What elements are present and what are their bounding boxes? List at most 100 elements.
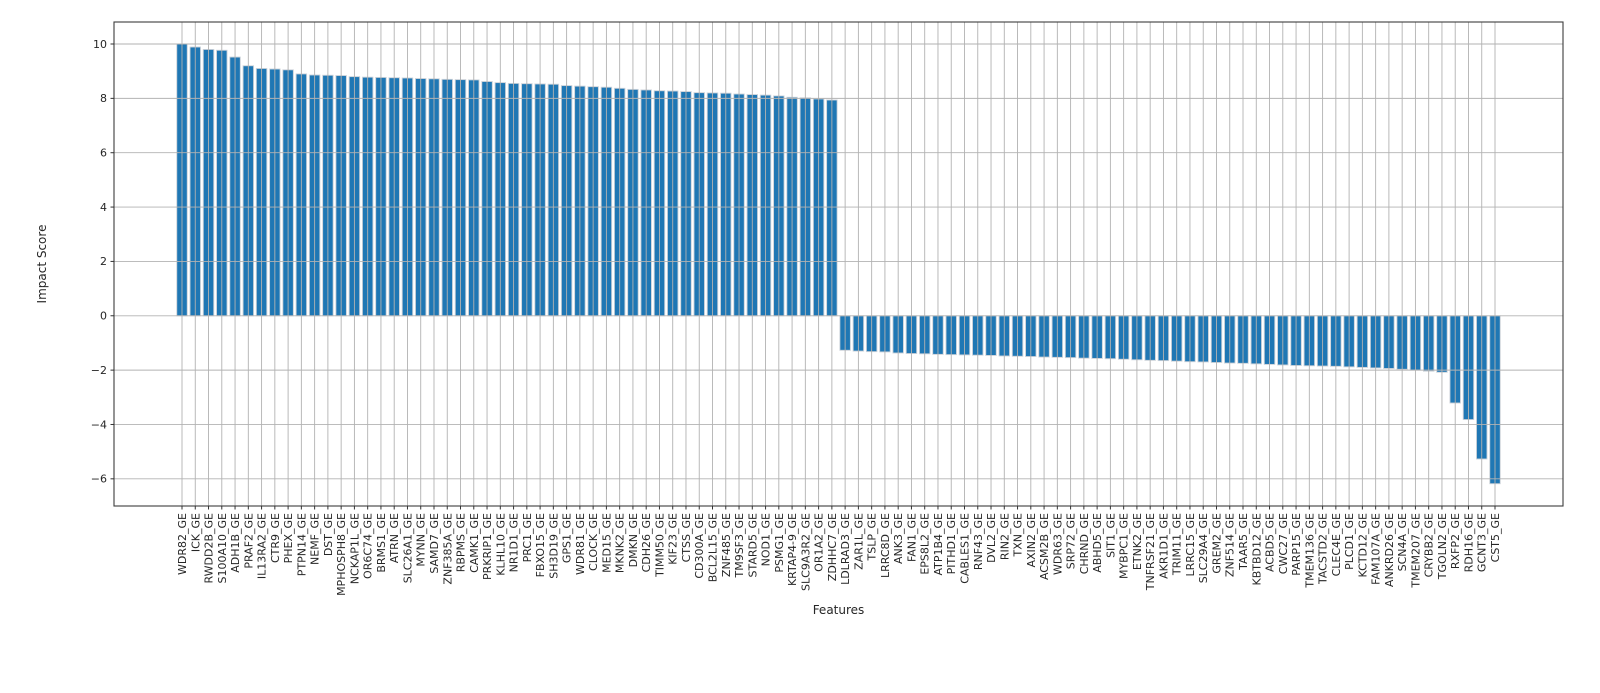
x-tick-label: MED15_GE	[600, 513, 613, 573]
x-tick-label: PRKRIP1_GE	[481, 513, 494, 580]
axes-spines	[113, 21, 1564, 507]
y-tick-label: 6	[100, 147, 107, 160]
x-tick-label: PRC1_GE	[521, 513, 534, 562]
y-tick-label: 0	[100, 310, 107, 323]
x-tick-label: FAM107A_GE	[1370, 513, 1383, 585]
x-tick-label: CTR9_GE	[269, 513, 282, 563]
x-tick-label: ANKRD26_GE	[1383, 513, 1396, 587]
x-tick-label: ZNF485_GE	[720, 513, 733, 577]
x-tick-label: PSMG1_GE	[773, 513, 786, 573]
y-tick-label: 4	[100, 201, 107, 214]
x-tick-label: SAMD7_GE	[428, 513, 441, 574]
x-tick-label: SLC9A3R2_GE	[799, 513, 812, 591]
x-tick-label: SIT1_GE	[1104, 513, 1117, 558]
y-tick-label: −4	[91, 418, 107, 431]
x-tick-label: SRP72_GE	[1065, 513, 1078, 569]
x-tick-label: PITHD1_GE	[945, 513, 958, 574]
x-tick-label: PHEX_GE	[282, 513, 295, 563]
x-tick-label: KIF23_GE	[667, 513, 680, 565]
x-tick-label: LRRC8D_GE	[879, 513, 892, 578]
x-tick-label: PLCD1_GE	[1343, 513, 1356, 570]
x-tick-label: CHRND_GE	[1078, 513, 1091, 574]
x-tick-label: ATRN_GE	[388, 513, 401, 563]
y-tick-label: −6	[91, 473, 107, 486]
x-tick-label: MYNN_GE	[415, 513, 428, 567]
x-tick-label: TIMM50_GE	[653, 513, 666, 578]
x-tick-label: ZDHHC7_GE	[826, 513, 839, 581]
x-tick-label: PRAF2_GE	[242, 513, 255, 569]
x-tick-label: PARP15_GE	[1290, 513, 1303, 576]
x-tick-label: CTSS_GE	[680, 513, 693, 562]
x-tick-label: ETNK2_GE	[1131, 513, 1144, 570]
x-tick-label: TMEM136_GE	[1303, 513, 1316, 589]
x-tick-label: BCL2L15_GE	[707, 513, 720, 582]
x-tick-label: IL13RA2_GE	[256, 513, 269, 579]
x-tick-label: OR1A2_GE	[813, 513, 826, 572]
x-tick-label: TAAR5_GE	[1237, 513, 1250, 571]
x-tick-label: STARD5_GE	[746, 513, 759, 578]
x-tick-label: RNF43_GE	[972, 513, 985, 570]
x-tick-label: NCKAP1L_GE	[348, 513, 361, 584]
x-tick-label: RXFP2_GE	[1449, 513, 1462, 569]
x-tick-label: ATP1B4_GE	[932, 513, 945, 576]
x-tick-label: NEMF_GE	[309, 513, 322, 565]
x-tick-label: CLEC4E_GE	[1330, 513, 1343, 576]
x-tick-label: KLHL10_GE	[494, 513, 507, 576]
x-tick-label: TM9SF3_GE	[733, 513, 746, 579]
x-tick-label: MKNK2_GE	[614, 513, 627, 573]
x-tick-label: GCNT3_GE	[1476, 513, 1489, 572]
x-tick-label: TRIM11_GE	[1171, 513, 1184, 576]
x-tick-label: LDLRAD3_GE	[839, 513, 852, 585]
y-tick-label: 8	[100, 92, 107, 105]
x-tick-label: GPS1_GE	[561, 513, 574, 563]
x-tick-label: ABHD5_GE	[1091, 513, 1104, 573]
x-tick-label: SCN4A_GE	[1396, 513, 1409, 571]
x-tick-label: PTPN14_GE	[295, 513, 308, 576]
x-tick-label: TGOLN2_GE	[1436, 513, 1449, 580]
x-tick-label: ADH1B_GE	[229, 513, 242, 573]
x-tick-label: AKR1D1_GE	[1157, 513, 1170, 579]
x-tick-label: ACSM2B_GE	[1038, 513, 1051, 580]
x-tick-label: ZNF385A_GE	[441, 513, 454, 585]
x-tick-label: DVL2_GE	[985, 513, 998, 563]
x-tick-label: TMEM207_GE	[1409, 513, 1422, 589]
x-tick-label: RIN2_GE	[998, 513, 1011, 560]
x-tick-label: CWC27_GE	[1277, 513, 1290, 574]
x-tick-label: TNFRSF21_GE	[1144, 513, 1157, 591]
x-tick-label: WDR82_GE	[176, 513, 189, 575]
x-tick-label: ACBD5_GE	[1264, 513, 1277, 572]
x-tick-label: ANK3_GE	[892, 513, 905, 564]
x-tick-label: EPS8L2_GE	[919, 513, 932, 575]
x-tick-label: CLOCK_GE	[587, 513, 600, 571]
x-tick-label: KCTD12_GE	[1356, 513, 1369, 578]
x-tick-label: CRYBB2_GE	[1423, 513, 1436, 577]
y-tick-label: 2	[100, 255, 107, 268]
y-tick-label: 10	[93, 38, 107, 51]
x-tick-label: OR6C74_GE	[362, 513, 375, 579]
x-tick-label: TXN_GE	[1012, 513, 1025, 558]
x-tick-label: NOD1_GE	[760, 513, 773, 566]
x-tick-label: TSLP_GE	[866, 513, 879, 561]
x-tick-label: SLC26A1_GE	[401, 513, 414, 583]
x-tick-label: FBXO15_GE	[534, 513, 547, 577]
x-tick-label: ZAR1L_GE	[852, 513, 865, 570]
x-tick-label: CST5_GE	[1489, 513, 1502, 562]
x-tick-label: TACSTD2_GE	[1317, 513, 1330, 585]
x-axis-label: Features	[813, 603, 865, 617]
x-tick-label: S100A10_GE	[216, 513, 229, 584]
x-tick-label: ICK_GE	[189, 513, 202, 552]
x-tick-label: KBTBD12_GE	[1250, 513, 1263, 586]
x-tick-label: GREM2_GE	[1210, 513, 1223, 574]
x-tick-label: CDH26_GE	[640, 513, 653, 572]
x-tick-label: BRMS1_GE	[375, 513, 388, 573]
y-axis-label: Impact Score	[35, 225, 49, 304]
x-tick-label: KRTAP4-9_GE	[786, 513, 799, 586]
x-tick-label: SH3D19_GE	[547, 513, 560, 579]
x-tick-label: LRRC15_GE	[1184, 513, 1197, 577]
x-tick-label: CABLES1_GE	[958, 513, 971, 584]
x-tick-label: RDH16_GE	[1462, 513, 1475, 572]
x-tick-label: MPHOSPH8_GE	[335, 513, 348, 596]
x-tick-label: DMKN_GE	[627, 513, 640, 567]
